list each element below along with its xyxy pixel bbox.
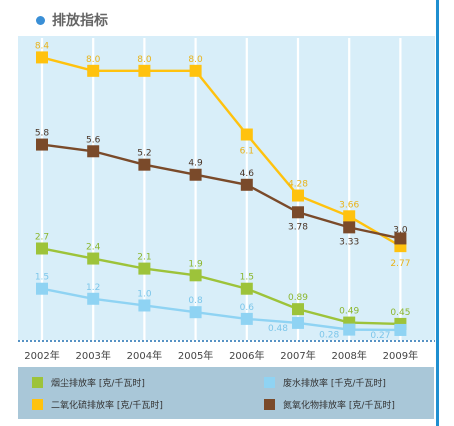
data-label: 8.0: [188, 55, 203, 65]
x-tick-label: 2007年: [280, 349, 315, 362]
series-line-0: [41, 247, 401, 326]
data-label: 1.0: [137, 289, 152, 299]
data-label: 8.0: [137, 55, 152, 65]
data-label: 3.66: [339, 200, 359, 210]
data-point: [36, 282, 48, 295]
data-label: 4.28: [288, 180, 308, 190]
data-label: 5.6: [86, 135, 101, 145]
data-point: [292, 189, 304, 202]
x-tick-label: 2008年: [331, 349, 366, 362]
legend-label: 废水排放率 [千克/千瓦时]: [283, 379, 386, 389]
title-bullet-icon: [36, 15, 45, 25]
data-point: [87, 292, 100, 305]
data-point: [240, 282, 253, 295]
legend-swatch: [32, 377, 43, 388]
x-tick-label: 2002年: [24, 349, 59, 362]
data-point: [394, 232, 407, 245]
data-point: [87, 252, 100, 265]
data-label: 0.6: [240, 303, 255, 313]
data-label: 3.33: [339, 237, 359, 247]
series-line-2: [41, 56, 402, 248]
data-point: [240, 312, 253, 325]
data-label: 2.77: [390, 259, 410, 269]
data-label: 5.2: [137, 149, 151, 159]
legend-swatch: [264, 399, 275, 410]
data-point: [292, 206, 304, 219]
legend-swatch: [264, 377, 275, 388]
data-label: 0.27: [370, 331, 390, 341]
data-label: 4.9: [188, 159, 203, 169]
legend-label: 氮氧化物排放率 [克/千瓦时]: [283, 401, 395, 411]
data-label: 0.48: [268, 324, 288, 334]
data-label: 3.78: [288, 222, 308, 232]
legend-label: 二氧化硫排放率 [克/千瓦时]: [51, 401, 163, 411]
chart-legend: 烟尘排放率 [克/千瓦时] 废水排放率 [千克/千瓦时] 二氧化硫排放率 [克/千瓦…: [18, 367, 434, 419]
data-label: 0.28: [319, 331, 339, 341]
data-label: 4.6: [240, 169, 255, 179]
legend-swatch: [32, 399, 43, 410]
legend-label: 烟尘排放率 [克/千瓦时]: [51, 379, 145, 389]
legend-item: 烟尘排放率 [克/千瓦时]: [32, 376, 145, 389]
data-point: [138, 299, 151, 312]
data-point: [36, 242, 48, 255]
data-point: [36, 138, 48, 151]
data-label: 6.1: [240, 147, 254, 157]
data-point: [87, 64, 100, 77]
data-label: 2.1: [137, 253, 151, 263]
x-tick-label: 2005年: [178, 349, 213, 362]
legend-item: 二氧化硫排放率 [克/千瓦时]: [32, 398, 163, 411]
series-line-1: [41, 287, 401, 332]
data-label: 0.49: [339, 307, 359, 317]
plot-area: [18, 36, 435, 340]
data-label: 8.4: [35, 41, 50, 51]
data-label: 0.89: [288, 293, 308, 303]
data-label: 8.0: [86, 55, 101, 65]
data-label: 1.5: [35, 273, 49, 283]
data-point: [240, 178, 253, 191]
data-point: [138, 158, 151, 171]
data-label: 2.4: [86, 243, 101, 253]
series-line-3: [41, 143, 401, 240]
data-label: 1.5: [240, 273, 254, 283]
data-point: [189, 64, 202, 77]
data-point: [138, 64, 151, 77]
data-point: [189, 269, 202, 282]
data-point: [189, 168, 202, 181]
data-point: [292, 316, 304, 329]
data-point: [36, 51, 48, 64]
data-point: [87, 145, 100, 158]
chart-frame-right-border: [436, 0, 439, 426]
x-tick-label: 2004年: [127, 349, 162, 362]
data-label: 0.8: [188, 296, 203, 306]
data-point: [189, 306, 202, 319]
x-tick-label: 2009年: [383, 349, 418, 362]
x-tick-label: 2006年: [229, 349, 264, 362]
data-label: 2.7: [35, 232, 49, 242]
chart-header: 排放指标: [36, 10, 108, 30]
data-label: 1.2: [86, 283, 100, 293]
legend-item: 废水排放率 [千克/千瓦时]: [264, 376, 386, 389]
legend-item: 氮氧化物排放率 [克/千瓦时]: [264, 398, 395, 411]
data-label: 1.9: [188, 259, 203, 269]
x-tick-label: 2003年: [75, 349, 110, 362]
data-label: 0.45: [390, 308, 410, 318]
chart-title: 排放指标: [52, 13, 108, 29]
data-point: [292, 303, 304, 316]
data-point: [343, 323, 356, 336]
data-point: [343, 210, 356, 223]
data-point: [394, 323, 407, 336]
data-label: 5.8: [35, 129, 50, 139]
data-point: [240, 128, 253, 141]
data-point: [343, 221, 356, 234]
data-point: [138, 262, 151, 275]
data-label: 3.0: [393, 225, 408, 235]
